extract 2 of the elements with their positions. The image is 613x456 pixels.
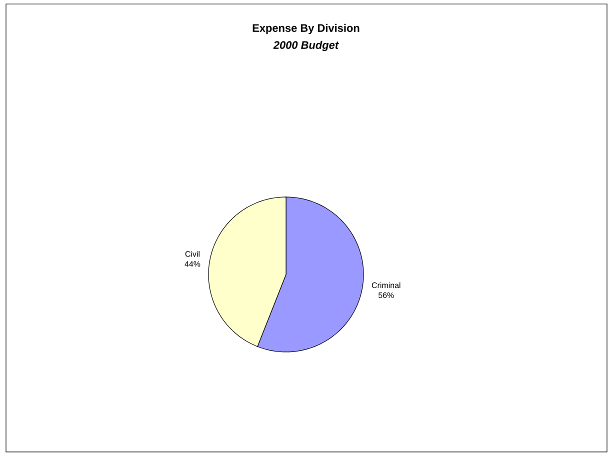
chart-title: Expense By Division (252, 24, 360, 34)
chart-subtitle: 2000 Budget (273, 40, 339, 52)
